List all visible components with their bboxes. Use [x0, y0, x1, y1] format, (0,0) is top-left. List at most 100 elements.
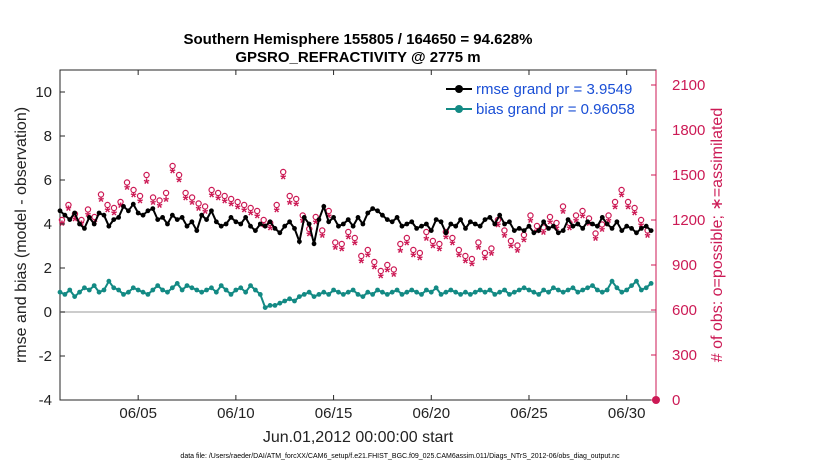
bias-point: [135, 287, 141, 293]
rmse-point: [125, 208, 131, 214]
bias-point: [560, 289, 566, 295]
bias-point: [169, 285, 175, 291]
bias-point: [443, 289, 449, 295]
bias-point: [213, 289, 219, 295]
obs-assimilated-point: *: [619, 189, 625, 206]
rmse-point: [380, 212, 385, 218]
bias-point: [311, 294, 317, 299]
y-tick-label: -4: [39, 392, 52, 409]
rmse-point: [497, 212, 503, 218]
rmse-point: [531, 230, 537, 236]
bias-point: [580, 287, 586, 293]
obs-possible-point: [319, 227, 326, 234]
obs-possible-point: [65, 201, 72, 209]
rmse-point: [394, 215, 400, 220]
y2-tick-label: 2100: [672, 77, 705, 94]
bias-point: [624, 287, 630, 293]
obs-possible-point: [481, 249, 489, 257]
rmse-point: [116, 215, 122, 220]
obs-assimilated-point: *: [313, 216, 319, 233]
rmse-point: [91, 221, 97, 227]
bias-point: [365, 289, 371, 295]
obs-possible-point: [253, 207, 261, 215]
bias-point: [257, 292, 263, 297]
obs-assimilated-point: *: [241, 204, 247, 221]
bias-point: [145, 292, 151, 297]
obs-assimilated-point: *: [345, 231, 351, 248]
rmse-point: [619, 228, 625, 234]
obs-possible-point: [58, 216, 66, 224]
obs-possible-point: [110, 204, 118, 212]
rmse-point: [404, 221, 410, 227]
obs-possible-point: [579, 207, 586, 215]
bias-point: [497, 289, 503, 295]
bias-point: [551, 285, 556, 291]
bias-point: [634, 278, 639, 284]
rmse-point: [443, 230, 449, 236]
bias-point: [638, 287, 644, 293]
bias-point: [619, 289, 625, 295]
rmse-point: [409, 219, 415, 225]
y-tick-label: -2: [39, 348, 52, 365]
legend-rmse-label: rmse grand pr = 3.9549: [476, 81, 632, 98]
rmse-point: [340, 221, 346, 227]
bias-point: [458, 292, 463, 297]
obs-possible-point: [611, 198, 619, 206]
bias-point: [492, 292, 498, 297]
obs-possible-point: [501, 227, 508, 234]
obs-possible-point: [618, 186, 625, 194]
obs-assimilated-point: *: [489, 248, 495, 265]
bias-point: [609, 278, 615, 284]
bias-point: [463, 289, 468, 295]
y-tick-label: 10: [35, 84, 52, 101]
obs-possible-point: [338, 240, 345, 248]
rmse-point: [311, 241, 317, 247]
rmse-point: [438, 219, 444, 225]
bias-point: [345, 289, 351, 295]
bias-point: [116, 287, 122, 293]
bias-point: [130, 285, 136, 291]
bias-point: [555, 287, 561, 293]
obs-possible-point: [429, 237, 437, 245]
x-axis: 06/05 06/10 06/15 06/20 06/25 06/30: [119, 70, 645, 422]
obs-possible-point: [410, 246, 417, 254]
bias-point: [370, 292, 376, 297]
rmse-point: [67, 217, 73, 223]
obs-assimilated-point: *: [274, 204, 280, 221]
obs-possible-point: [143, 171, 150, 179]
bias-point: [243, 289, 249, 295]
rmse-point: [467, 219, 473, 225]
rmse-point: [277, 230, 283, 236]
bias-point: [511, 289, 517, 295]
obs-possible-point: [397, 240, 404, 248]
rmse-point: [145, 208, 151, 214]
bias-point: [301, 292, 307, 297]
rmse-point: [262, 223, 268, 229]
bias-point: [248, 283, 253, 288]
obs-assimilated-point: *: [528, 215, 534, 232]
bias-point: [296, 294, 302, 299]
obs-assimilated-point: *: [72, 213, 78, 230]
obs-possible-point: [631, 204, 638, 212]
obs-possible-point: [592, 230, 599, 237]
bias-point: [448, 287, 454, 293]
bias-point: [467, 292, 473, 297]
bias-point: [585, 285, 591, 291]
obs-assimilated-point: *: [436, 243, 442, 260]
bias-point: [184, 283, 190, 288]
bias-point: [223, 287, 229, 293]
obs-possible-point: [533, 222, 541, 230]
rmse-point: [213, 219, 219, 225]
rmse-point: [248, 223, 253, 229]
bias-point: [228, 292, 234, 297]
bias-point: [502, 287, 507, 293]
rmse-point: [301, 215, 307, 220]
obs-possible-point: [123, 179, 131, 186]
bias-point: [394, 287, 400, 293]
obs-assimilated-point: *: [157, 200, 163, 217]
obs-assimilated-point: *: [593, 233, 599, 250]
obs-possible-point: [214, 189, 222, 197]
obs-possible-point: [279, 168, 287, 176]
obs-assimilated-point: *: [306, 228, 312, 245]
bias-point: [77, 289, 82, 295]
